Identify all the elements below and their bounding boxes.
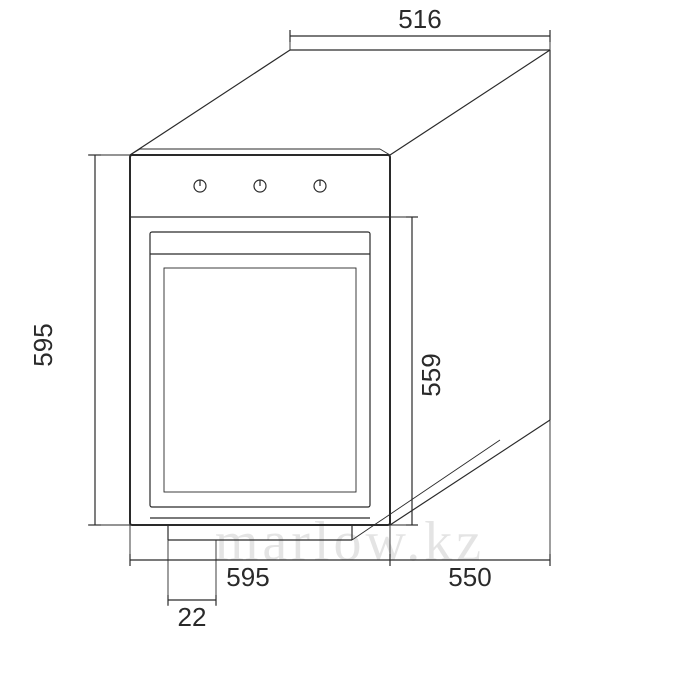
dim-base-offset: 22 [178,602,207,632]
knob-right [314,180,326,192]
dim-front-width: 595 [226,562,269,592]
knob-middle [254,180,266,192]
dim-right-inner-height: 559 [416,353,446,396]
knob-left [194,180,206,192]
dim-left-height: 595 [28,323,58,366]
dim-top-depth: 516 [398,4,441,34]
dim-depth-bottom: 550 [448,562,491,592]
oven-dimension-diagram: marlow.kz [0,0,700,700]
oven-body [130,50,550,540]
